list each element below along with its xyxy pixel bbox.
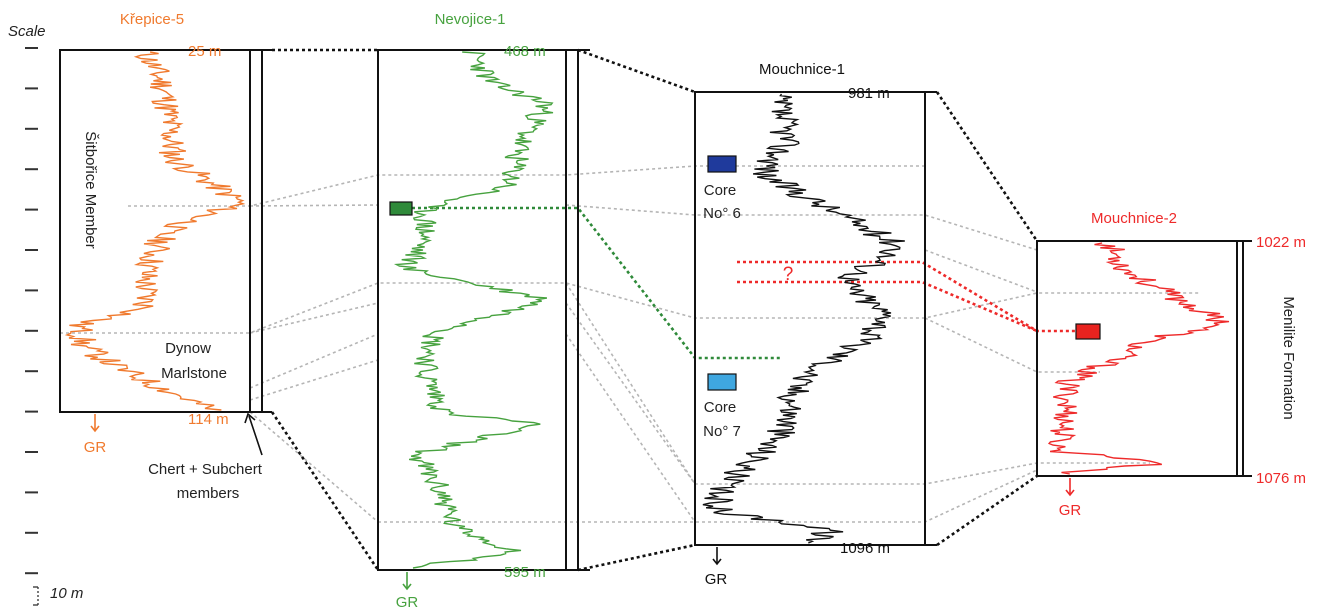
gr-label: GR [1059,502,1082,519]
well-mouchnice-2: Mouchnice-2 1022 m 1076 m Menilite Forma… [1036,210,1306,519]
correlation-line [249,411,379,523]
correlation-line [128,165,925,207]
well-name: Mouchnice-2 [1091,210,1177,227]
gr-label: GR [396,594,419,609]
well-tie-lines [270,48,1039,572]
unit-label-sitborice: Šitbořice Member [82,131,99,249]
gr-log-curve [64,51,246,411]
chert-annotation: Chert + Subchert members [148,412,263,502]
scale-bar-label: 10 m [50,585,83,602]
well-nevojice-1: Nevojice-1 468 m 595 m GR [377,11,590,611]
chert-label-line2: members [177,485,240,502]
core-6-label: Core [704,182,737,199]
scale-ticks [25,47,38,575]
well-name: Křepice-5 [120,11,184,28]
scale-bar [33,586,39,606]
top-depth: 468 m [504,43,546,60]
core-6-number: No° 6 [703,205,741,222]
correlation-line [249,359,379,401]
correlation-line [249,204,379,207]
gr-log-curve [1047,242,1230,475]
correlation-line [565,282,696,485]
sample-marker [1075,323,1101,340]
well-krepice-5: Křepice-5 25 m 114 m Šitbořice Member Dy… [59,11,272,456]
scale-title: Scale [8,23,46,40]
bottom-depth: 1076 m [1256,470,1306,487]
uncertain-correlation-mark: ? [783,264,794,285]
correlation-line [565,204,1038,251]
green-correlation-line [412,206,780,360]
correlation-line [924,249,1038,293]
well-log-frame [1036,240,1238,477]
gr-log-curve [393,51,554,569]
unit-label-dynow: Dynow [165,340,211,357]
well-log-frame [377,49,567,571]
correlation-line [378,469,1038,523]
correlation-line [249,302,379,334]
core-7-number: No° 7 [703,423,741,440]
correlation-line [60,282,1200,334]
bottom-depth: 114 m [188,411,229,428]
gr-arrow-icon [90,414,100,433]
gr-label: GR [705,571,728,588]
correlation-line [249,333,379,389]
top-depth: 25 m [188,43,221,60]
core-7-marker [707,373,737,391]
correlation-line [565,333,696,523]
gr-log-curve [702,93,905,544]
gr-arrow-icon [1065,478,1075,497]
correlation-line [924,317,1100,373]
gr-arrow-icon [712,547,722,566]
red-correlation-lines [737,260,1077,333]
gr-arrow-icon [402,572,412,591]
core-6-marker [707,155,737,173]
arrow-icon [244,412,263,456]
well-name: Nevojice-1 [435,11,506,28]
gr-label: GR [84,439,107,456]
well-log-frame [59,49,251,413]
sample-marker [389,201,413,216]
well-name: Mouchnice-1 [759,61,845,78]
bottom-depth: 595 m [504,564,546,581]
well-mouchnice-1: Mouchnice-1 981 m 1096 m Core No° 6 Core… [694,61,937,588]
chert-label-line1: Chert + Subchert [148,461,263,478]
top-depth: 1022 m [1256,234,1306,251]
core-7-label: Core [704,399,737,416]
formation-label: Menilite Formation [1280,296,1297,419]
unit-label-marlstone: Marlstone [161,365,227,382]
top-depth: 981 m [848,85,890,102]
bottom-depth: 1096 m [840,540,890,557]
